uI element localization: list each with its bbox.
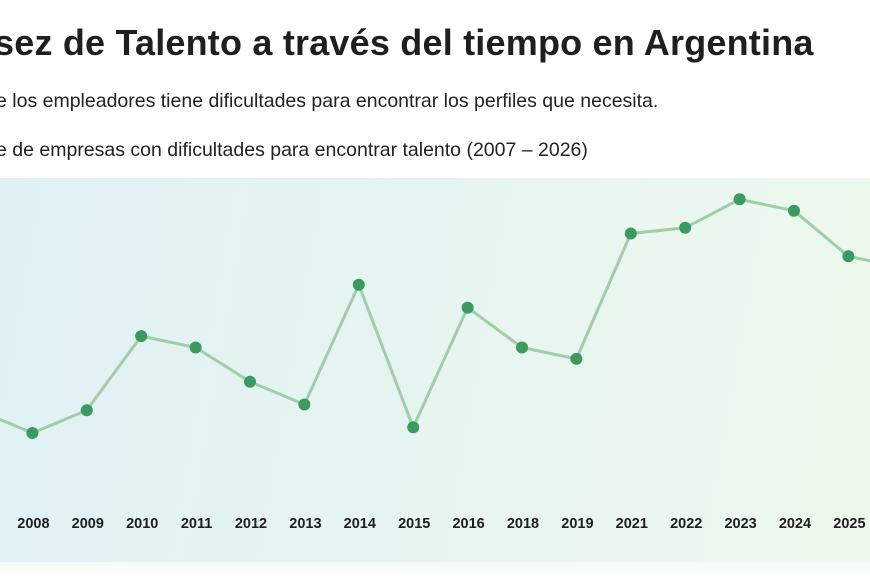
- x-tick-label-2024: 2024: [779, 516, 811, 532]
- data-point-2019: [570, 352, 583, 365]
- data-point-2011: [189, 341, 202, 354]
- data-point-2013: [298, 398, 311, 411]
- data-point-2009: [80, 404, 93, 417]
- data-point-2023: [733, 193, 746, 206]
- data-point-2016: [461, 301, 474, 314]
- x-tick-label-2009: 2009: [72, 516, 104, 532]
- chart-background: [0, 178, 870, 570]
- x-tick-label-2011: 2011: [181, 516, 212, 532]
- series-line: [0, 197, 870, 435]
- x-tick-label-2018: 2018: [507, 516, 539, 532]
- x-tick-label-2023: 2023: [724, 516, 756, 532]
- chart-caption: e de empresas con dificultades para enco…: [0, 139, 588, 161]
- x-tick-label-2019: 2019: [561, 516, 593, 532]
- x-tick-label-2010: 2010: [126, 516, 158, 532]
- data-point-2014: [352, 278, 365, 291]
- data-point-2025: [842, 250, 855, 263]
- x-tick-label-2012: 2012: [235, 516, 267, 532]
- x-tick-label-2014: 2014: [344, 516, 376, 532]
- data-point-2008: [26, 427, 39, 439]
- page-subtitle: e los empleadores tiene dificultades par…: [0, 90, 659, 112]
- x-tick-label-2016: 2016: [452, 516, 484, 532]
- data-point-2022: [679, 221, 692, 234]
- x-tick-label-2025: 2025: [833, 516, 865, 532]
- x-tick-label-2022: 2022: [670, 516, 702, 532]
- page-title: sez de Talento a través del tiempo en Ar…: [0, 22, 814, 63]
- data-point-2012: [244, 375, 256, 388]
- data-point-2024: [788, 204, 800, 217]
- data-point-2015: [407, 421, 420, 434]
- data-point-2010: [135, 330, 148, 343]
- x-tick-label-2008: 2008: [17, 516, 49, 532]
- chart-bottom-fade: [0, 562, 870, 580]
- data-point-2018: [516, 341, 528, 354]
- data-point-2021: [624, 227, 637, 240]
- x-tick-label-2013: 2013: [289, 516, 321, 532]
- x-tick-label-2015: 2015: [398, 516, 430, 532]
- x-tick-label-2021: 2021: [616, 516, 648, 532]
